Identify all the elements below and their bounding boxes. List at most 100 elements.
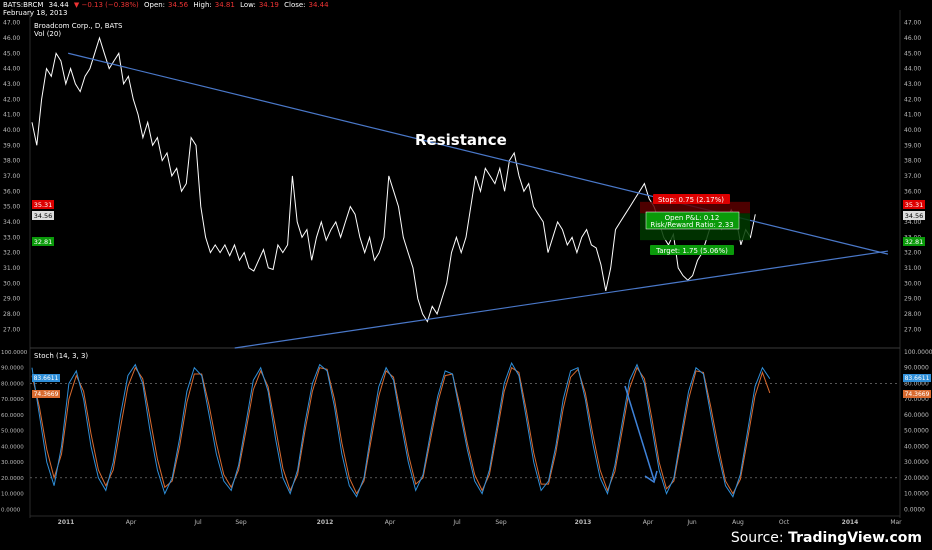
stop-label-text: Stop: 0.75 (2.17%) [658,196,724,204]
close-value: 34.44 [308,1,329,9]
stoch-tick-label-right: 30.0000 [904,459,929,466]
svg-text:35.31: 35.31 [34,201,53,209]
pane-title: Broadcom Corp., D, BATS [34,22,123,30]
x-tick-label: Aug [732,519,744,526]
change: ▼ −0.13 (−0.38%) [73,1,139,9]
price-tick-label-left: 36.00 [3,188,20,195]
volume-label: Vol (20) [34,30,62,38]
resistance-annotation: Resistance [415,131,507,149]
price-tick-label-right: 46.00 [904,35,921,42]
x-tick-label: Mar [890,519,902,526]
price-tick-label-left: 39.00 [3,142,20,149]
stoch-tick-label-right: 90.0000 [904,365,929,372]
price-tick-label-right: 36.00 [904,188,921,195]
svg-text:83.6611: 83.6611 [905,375,930,382]
stoch-tick-label-left: 0.0000 [1,507,21,513]
price-tick-label-left: 46.00 [3,35,20,42]
price-tick-label-right: 30.00 [904,280,921,287]
pnl-box: Open P&L: 0.12 Risk/Reward Ratio: 2.33 [645,211,740,230]
x-tick-label: 2013 [575,519,592,526]
high-value: 34.81 [214,1,235,9]
stoch-y-ticks: 100.0000 100.0000 90.0000 90.0000 80.0000 80.… [1,349,932,513]
stoch-tick-label-right: 50.0000 [904,428,929,435]
price-tick-label-right: 37.00 [904,173,921,180]
x-tick-label: Sep [495,519,507,526]
price-tick-label-left: 41.00 [3,112,20,119]
price-tick-label-right: 40.00 [904,127,921,134]
stop-zone[interactable] [640,201,750,214]
x-tick-label: Jun [686,519,697,526]
price-tick-label-left: 37.00 [3,173,20,180]
stoch-d-badge: 74.3669 74.3669 [32,390,931,398]
stoch-tick-label-left: 60.0000 [1,413,24,419]
last-price: 34.44 [48,1,69,9]
source-credit: Source: TradingView.com [731,530,922,546]
source-prefix: Source: [730,530,784,546]
stoch-tick-label-left: 70.0000 [1,397,24,403]
price-tick-label-left: 31.00 [3,265,20,272]
stoch-tick-label-right: 70.0000 [904,396,929,403]
price-tick-label-left: 33.00 [3,234,20,241]
price-tick-label-left: 44.00 [3,66,20,73]
price-tick-label-left: 30.00 [3,280,20,287]
source-brand: TradingView.com [788,530,922,546]
x-tick-label: 2014 [842,519,859,526]
stoch-tick-label-right: 10.0000 [904,491,929,498]
price-tick-label-left: 47.00 [3,20,20,27]
target-price-badge: 32.81 32.81 [32,237,925,246]
x-ticks: 2011 Apr Jul Sep 2012 Apr Jul Sep 2013 Apr Jun Aug O… [58,519,903,526]
open-label: Open: [143,1,166,9]
stop-label: Stop: 0.75 (2.17%) [653,194,730,204]
close-label: Close: [284,1,306,9]
x-tick-label: Jul [452,519,461,526]
stoch-tick-label-left: 40.0000 [1,444,24,450]
target-label: Target: 1.75 (5.06%) [650,245,734,255]
price-tick-label-left: 45.00 [3,50,20,57]
x-tick-label: Apr [126,519,137,526]
stoch-tick-label-left: 30.0000 [1,460,24,466]
svg-text:74.3669: 74.3669 [34,391,59,398]
price-tick-label-left: 40.00 [3,127,20,134]
stoch-k-line [31,361,771,498]
resistance-trendline[interactable] [68,52,889,255]
svg-text:35.31: 35.31 [905,201,924,209]
high-label: High: [193,1,212,9]
support-trendline[interactable] [234,250,889,349]
price-tick-label-right: 43.00 [904,81,921,88]
stoch-tick-label-right: 20.0000 [904,475,929,482]
target-label-text: Target: 1.75 (5.06%) [655,247,728,255]
stoch-tick-label-right: 60.0000 [904,412,929,419]
price-tick-label-right: 34.00 [904,219,921,226]
svg-text:83.6611: 83.6611 [34,375,59,382]
price-tick-label-left: 34.00 [3,219,20,226]
down-arrow-annotation[interactable] [624,385,658,484]
x-tick-label: Apr [643,519,654,526]
x-tick-label: Jul [193,519,202,526]
price-tick-label-right: 29.00 [904,296,921,303]
svg-text:34.56: 34.56 [905,212,924,220]
price-tick-label-right: 38.00 [904,158,921,165]
price-tick-label-right: 45.00 [904,50,921,57]
rr-text: Risk/Reward Ratio: 2.33 [650,221,733,229]
price-tick-label-right: 28.00 [904,311,921,318]
x-tick-label: Sep [235,519,247,526]
stoch-k-badge: 83.6611 83.6611 [32,374,931,382]
stoch-tick-label-left: 50.0000 [1,429,24,435]
price-y-ticks: 47.00 47.00 46.00 46.00 45.00 45.00 44.00 44.00… [3,20,921,334]
stoch-tick-label-left: 10.0000 [1,492,24,498]
stoch-label: Stoch (14, 3, 3) [34,352,89,360]
price-tick-label-left: 32.00 [3,250,20,257]
price-tick-label-right: 42.00 [904,96,921,103]
price-tick-label-right: 47.00 [904,20,921,27]
x-tick-label: Apr [385,519,396,526]
low-label: Low: [240,1,256,9]
x-tick-label: 2011 [58,519,75,526]
price-tick-label-left: 28.00 [3,311,20,318]
pnl-text: Open P&L: 0.12 [665,214,720,222]
price-tick-label-left: 42.00 [3,96,20,103]
stoch-tick-label-right: 40.0000 [904,443,929,450]
stoch-tick-label-left: 80.0000 [1,381,24,387]
stoch-d-line [31,366,771,495]
low-value: 34.19 [258,1,279,9]
